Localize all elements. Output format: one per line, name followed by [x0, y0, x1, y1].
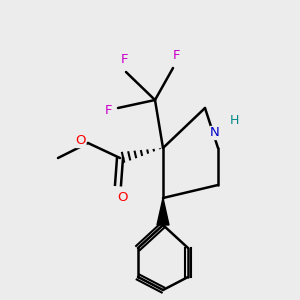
- Text: F: F: [173, 49, 181, 62]
- Text: H: H: [230, 113, 239, 127]
- Text: N: N: [210, 127, 220, 140]
- Text: F: F: [104, 103, 112, 116]
- Polygon shape: [157, 198, 169, 225]
- Text: O: O: [117, 191, 127, 204]
- Text: F: F: [120, 53, 128, 66]
- Text: O: O: [76, 134, 86, 148]
